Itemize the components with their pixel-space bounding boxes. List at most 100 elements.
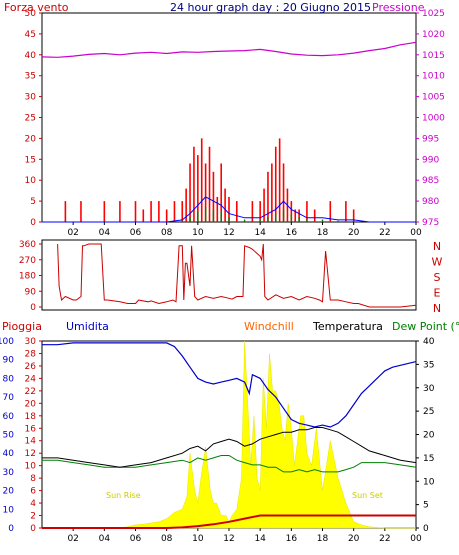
wind-y-tick-label: 5 xyxy=(30,197,36,207)
rain-line xyxy=(42,514,416,529)
pressure-y-tick-label: 985 xyxy=(422,176,439,186)
direction-line xyxy=(57,243,417,308)
direction-y-tick-label: 0 xyxy=(30,303,36,313)
sunrise-annotation: Sun Rise xyxy=(106,491,141,500)
direction-y-tick-label: 360 xyxy=(19,240,36,250)
dewpoint-label: Dew Point (°C xyxy=(392,320,459,333)
humidity-label: Umidita xyxy=(66,320,109,333)
temp-axis-ticks: 0102030405060708090100024681012141618202… xyxy=(0,337,435,544)
x-tick-label: 02 xyxy=(67,228,78,238)
direction-series xyxy=(57,243,417,308)
wind-y-tick-label: 30 xyxy=(25,93,37,103)
windchill-label: Windchill xyxy=(244,320,294,333)
x-tick-label: 20 xyxy=(348,534,360,544)
rain-y-tick-label: 10 xyxy=(25,462,37,472)
x-tick-label: 10 xyxy=(192,534,204,544)
rain-y-tick-label: 14 xyxy=(25,437,37,447)
rain-y-tick-label: 12 xyxy=(25,449,36,459)
pressure-line xyxy=(41,41,417,58)
pressure-y-tick-label: 975 xyxy=(422,218,439,228)
rain-y-tick-label: 22 xyxy=(25,387,36,397)
rain-y-tick-label: 16 xyxy=(25,424,37,434)
wind-y-tick-label: 35 xyxy=(25,72,36,82)
temp-y-tick-label: 30 xyxy=(423,384,435,394)
rain-y-tick-label: 18 xyxy=(25,412,37,422)
rain-y-tick-label: 24 xyxy=(25,374,37,384)
wind-y-tick-label: 45 xyxy=(25,30,36,40)
temp-y-tick-label: 0 xyxy=(423,524,429,534)
pressure-y-tick-label: 980 xyxy=(422,197,439,207)
pressure-axis-title: Pressione xyxy=(372,1,425,14)
x-tick-label: 04 xyxy=(99,534,111,544)
wind-series xyxy=(41,41,417,223)
direction-y-tick-label: 180 xyxy=(19,272,36,282)
humidity-y-tick-label: 70 xyxy=(3,393,15,403)
rain-y-tick-label: 6 xyxy=(30,487,36,497)
rain-y-tick-label: 20 xyxy=(25,399,37,409)
pressure-y-tick-label: 1005 xyxy=(422,93,445,103)
x-tick-label: 04 xyxy=(99,228,111,238)
direction-y-tick-label: 90 xyxy=(25,287,37,297)
rain-label: Pioggia xyxy=(2,320,42,333)
x-tick-label: 14 xyxy=(254,228,266,238)
rain-y-tick-label: 30 xyxy=(25,337,37,347)
humidity-y-tick-label: 50 xyxy=(3,431,15,441)
chart-title: 24 hour graph day : 20 Giugno 2015 xyxy=(170,1,371,14)
solar-area xyxy=(42,340,416,529)
compass-label: E xyxy=(434,287,441,300)
x-tick-label: 16 xyxy=(286,228,298,238)
temp-y-tick-label: 20 xyxy=(423,431,435,441)
x-tick-label: 06 xyxy=(130,228,142,238)
x-tick-label: 06 xyxy=(130,534,142,544)
x-tick-label: 22 xyxy=(379,534,390,544)
pressure-y-tick-label: 1020 xyxy=(422,30,445,40)
pressure-y-tick-label: 990 xyxy=(422,155,439,165)
humidity-y-tick-label: 10 xyxy=(3,505,15,515)
x-tick-label: 08 xyxy=(161,228,173,238)
wind-axis-ticks: 0510152025303540455097598098599099510001… xyxy=(25,9,446,238)
humidity-y-tick-label: 100 xyxy=(0,337,14,347)
wind-y-tick-label: 25 xyxy=(25,114,36,124)
compass-label: N xyxy=(433,240,441,253)
x-tick-label: 20 xyxy=(348,228,360,238)
rain-y-tick-label: 8 xyxy=(30,474,36,484)
humidity-y-tick-label: 0 xyxy=(8,524,14,534)
temp-y-tick-label: 40 xyxy=(423,337,435,347)
wind-y-tick-label: 20 xyxy=(25,134,37,144)
avg-wind-line xyxy=(42,196,416,223)
x-tick-label: 16 xyxy=(286,534,298,544)
rain-y-tick-label: 4 xyxy=(30,499,36,509)
x-tick-label: 12 xyxy=(223,534,234,544)
humidity-y-tick-label: 80 xyxy=(3,374,15,384)
temp-series xyxy=(42,340,417,529)
humidity-y-tick-label: 60 xyxy=(3,412,15,422)
temp-y-tick-label: 5 xyxy=(423,501,429,511)
pressure-y-tick-label: 1010 xyxy=(422,72,445,82)
wind-y-tick-label: 15 xyxy=(25,155,36,165)
humidity-y-tick-label: 30 xyxy=(3,468,15,478)
x-tick-label: 00 xyxy=(410,534,422,544)
humidity-y-tick-label: 90 xyxy=(3,356,15,366)
temp-y-tick-label: 10 xyxy=(423,477,435,487)
x-tick-label: 02 xyxy=(67,534,78,544)
direction-plot-frame xyxy=(41,239,417,311)
x-tick-label: 18 xyxy=(317,228,329,238)
rain-y-tick-label: 0 xyxy=(30,524,36,534)
rain-y-tick-label: 28 xyxy=(25,349,37,359)
sunset-annotation: Sun Set xyxy=(352,491,383,500)
wind-y-tick-label: 40 xyxy=(25,51,37,61)
wind-axis-title: Forza vento xyxy=(4,1,69,14)
temp-y-tick-label: 35 xyxy=(423,360,434,370)
temperature-line xyxy=(42,427,417,468)
humidity-y-tick-label: 40 xyxy=(3,449,15,459)
rain-y-tick-label: 2 xyxy=(30,512,36,522)
x-tick-label: 22 xyxy=(379,228,390,238)
x-tick-label: 12 xyxy=(223,228,234,238)
compass-label: W xyxy=(432,256,443,269)
wind-pressure-panel: Forza vento 24 hour graph day : 20 Giugn… xyxy=(4,1,445,238)
wind-plot-frame xyxy=(41,12,417,223)
